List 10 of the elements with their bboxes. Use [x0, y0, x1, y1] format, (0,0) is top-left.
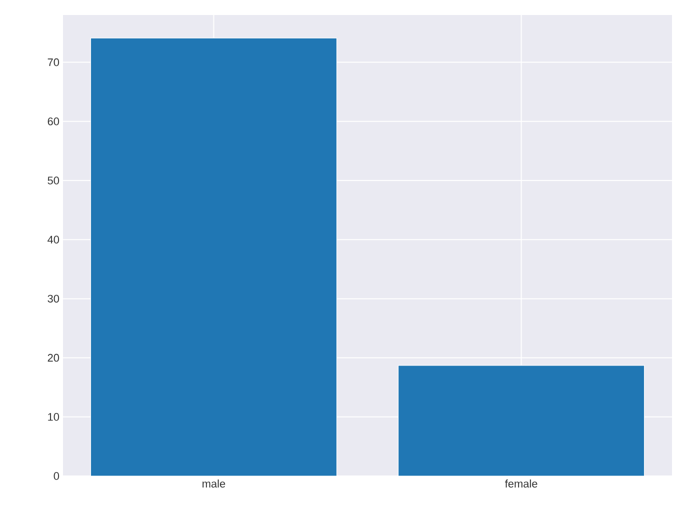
- y-tick-label: 60: [48, 118, 60, 126]
- y-tick-label: 50: [48, 176, 60, 184]
- y-tick-label: 40: [48, 236, 60, 244]
- y-tick-label: 0: [54, 472, 60, 480]
- x-tick-label: female: [505, 480, 538, 488]
- y-tick-label: 20: [48, 354, 60, 362]
- y-tick-label: 30: [48, 294, 60, 303]
- x-tick-label: male: [202, 480, 226, 488]
- y-tick-label: 10: [48, 413, 60, 421]
- y-tick-label: 70: [48, 58, 60, 66]
